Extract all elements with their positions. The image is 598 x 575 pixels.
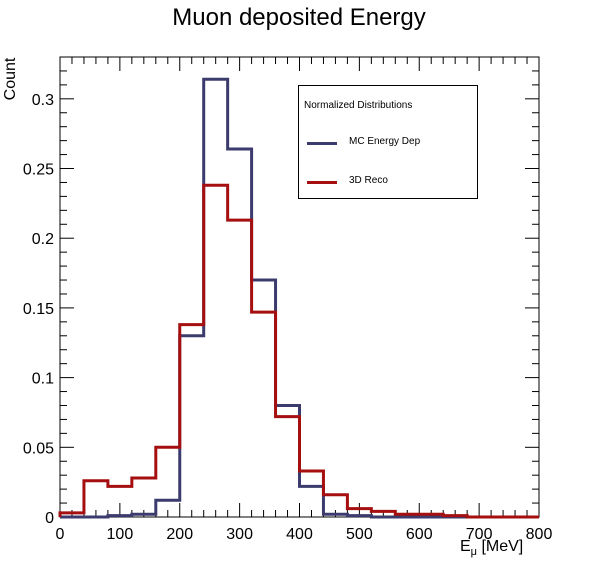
x-axis-label-sub: μ: [470, 546, 478, 559]
legend-entry-reco: 3D Reco: [305, 175, 475, 191]
x-tick-label: 800: [526, 526, 553, 543]
y-tick-label: 0.2: [32, 231, 54, 248]
series-line-reco: [58, 183, 539, 519]
x-tick-label: 300: [226, 526, 253, 543]
x-tick-label: 100: [107, 526, 134, 543]
x-axis-label-main: E: [460, 538, 471, 555]
x-axis-label: Eμ [MeV]: [460, 538, 523, 558]
y-tick-label: 0.25: [23, 162, 54, 179]
legend: Normalized Distributions MC Energy Dep 3…: [298, 85, 478, 199]
legend-swatch-mc: [307, 142, 337, 145]
legend-label-mc: MC Energy Dep: [349, 136, 421, 147]
chart-title: Muon deposited Energy: [172, 4, 426, 31]
legend-entry-mc: MC Energy Dep: [305, 136, 475, 152]
y-tick-label: 0.3: [32, 92, 54, 109]
legend-swatch-reco: [307, 181, 337, 184]
y-tick-label: 0.1: [32, 371, 54, 388]
legend-label-reco: 3D Reco: [349, 175, 388, 186]
x-tick-label: 400: [286, 526, 313, 543]
x-axis-label-unit: [MeV]: [477, 538, 524, 555]
y-tick-label: 0.05: [23, 440, 54, 457]
y-tick-label: 0: [45, 510, 54, 527]
x-tick-label: 600: [406, 526, 433, 543]
legend-title: Normalized Distributions: [304, 100, 413, 111]
x-tick-label: 700: [466, 526, 493, 543]
x-tick-label: 0: [56, 526, 65, 543]
series-line-mc: [60, 77, 539, 519]
y-tick-label: 0.15: [23, 301, 54, 318]
x-tick-label: 200: [166, 526, 193, 543]
x-tick-label: 500: [346, 526, 373, 543]
